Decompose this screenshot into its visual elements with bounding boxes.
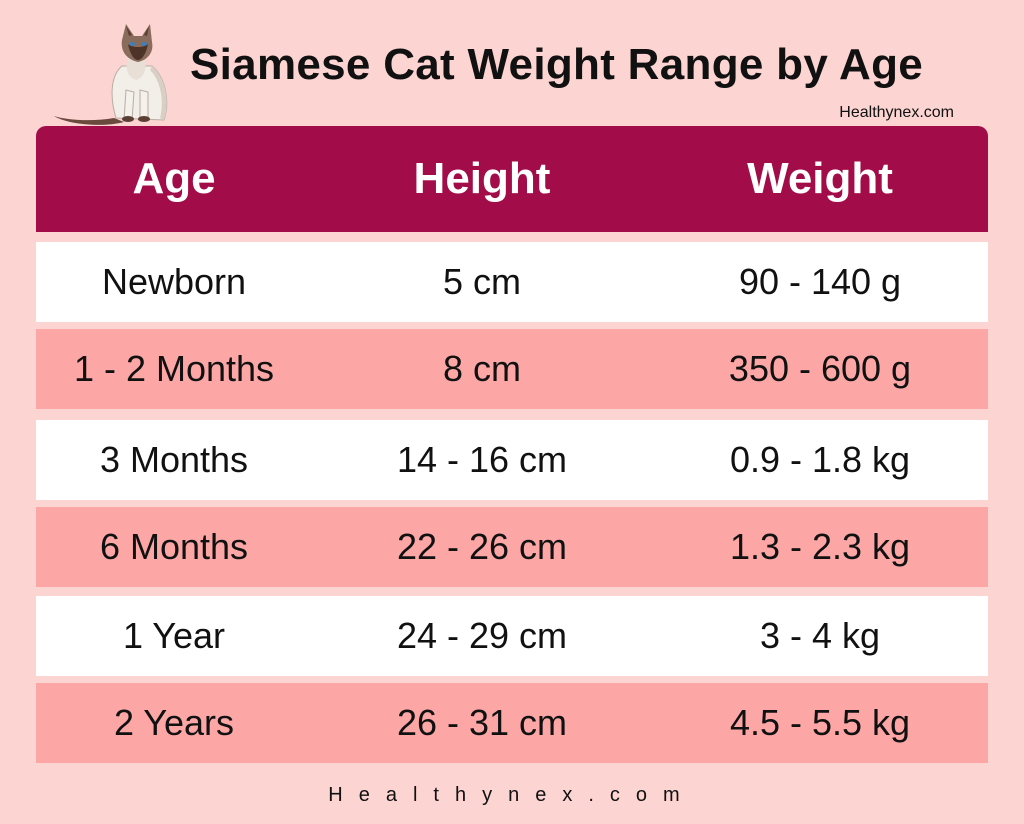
cell-age: Newborn bbox=[101, 261, 247, 302]
site-credit: Healthynex.com bbox=[839, 104, 954, 121]
table-row: 1 - 2 Months 8 cm 350 - 600 g bbox=[36, 329, 988, 409]
cell-height: 24 - 29 cm bbox=[396, 615, 568, 656]
table-row: 2 Years 26 - 31 cm 4.5 - 5.5 kg bbox=[36, 683, 988, 763]
cell-age: 1 Year bbox=[122, 615, 226, 656]
cell-age: 6 Months bbox=[99, 526, 249, 567]
cell-height: 26 - 31 cm bbox=[396, 702, 568, 743]
cell-weight: 90 - 140 g bbox=[738, 261, 902, 302]
page-title: Siamese Cat Weight Range by Age bbox=[190, 40, 924, 89]
cell-weight: 3 - 4 kg bbox=[759, 615, 881, 656]
header-age: Age bbox=[132, 154, 216, 203]
cell-height: 8 cm bbox=[442, 348, 521, 389]
cell-age: 1 - 2 Months bbox=[73, 348, 275, 389]
table-row: 3 Months 14 - 16 cm 0.9 - 1.8 kg bbox=[36, 420, 988, 500]
footer-credit: Healthynex.com bbox=[328, 784, 696, 806]
siamese-cat-illustration bbox=[54, 24, 168, 125]
cell-weight: 350 - 600 g bbox=[728, 348, 912, 389]
table-row: 1 Year 24 - 29 cm 3 - 4 kg bbox=[36, 596, 988, 676]
table-row: Newborn 5 cm 90 - 140 g bbox=[36, 242, 988, 322]
weight-table: Age Height Weight Newborn 5 cm 90 - 140 … bbox=[36, 126, 988, 763]
cell-height: 5 cm bbox=[442, 261, 521, 302]
cell-age: 3 Months bbox=[99, 439, 249, 480]
cell-weight: 0.9 - 1.8 kg bbox=[729, 439, 911, 480]
cell-age: 2 Years bbox=[113, 702, 235, 743]
header-weight: Weight bbox=[747, 154, 893, 203]
table-header: Age Height Weight bbox=[36, 126, 988, 232]
cell-weight: 4.5 - 5.5 kg bbox=[729, 702, 911, 743]
table-row: 6 Months 22 - 26 cm 1.3 - 2.3 kg bbox=[36, 507, 988, 587]
header-height: Height bbox=[413, 154, 551, 203]
cell-height: 14 - 16 cm bbox=[396, 439, 568, 480]
cell-weight: 1.3 - 2.3 kg bbox=[729, 526, 911, 567]
cell-height: 22 - 26 cm bbox=[396, 526, 568, 567]
